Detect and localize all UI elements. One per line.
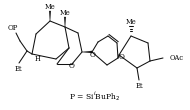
Text: O: O [90,51,96,59]
Text: H: H [34,55,40,63]
Text: Me: Me [126,18,136,26]
Text: O: O [69,62,75,70]
Text: Et: Et [14,65,22,73]
Text: Me: Me [60,9,70,17]
Text: OAc: OAc [170,54,184,62]
Text: Et: Et [135,82,143,90]
Text: OP: OP [8,24,18,32]
Polygon shape [49,11,51,21]
Polygon shape [64,17,66,27]
Text: O: O [119,53,125,61]
Text: Me: Me [45,3,55,11]
Text: P = Si$^i$BuPh$_2$: P = Si$^i$BuPh$_2$ [69,89,121,103]
Polygon shape [82,51,92,53]
